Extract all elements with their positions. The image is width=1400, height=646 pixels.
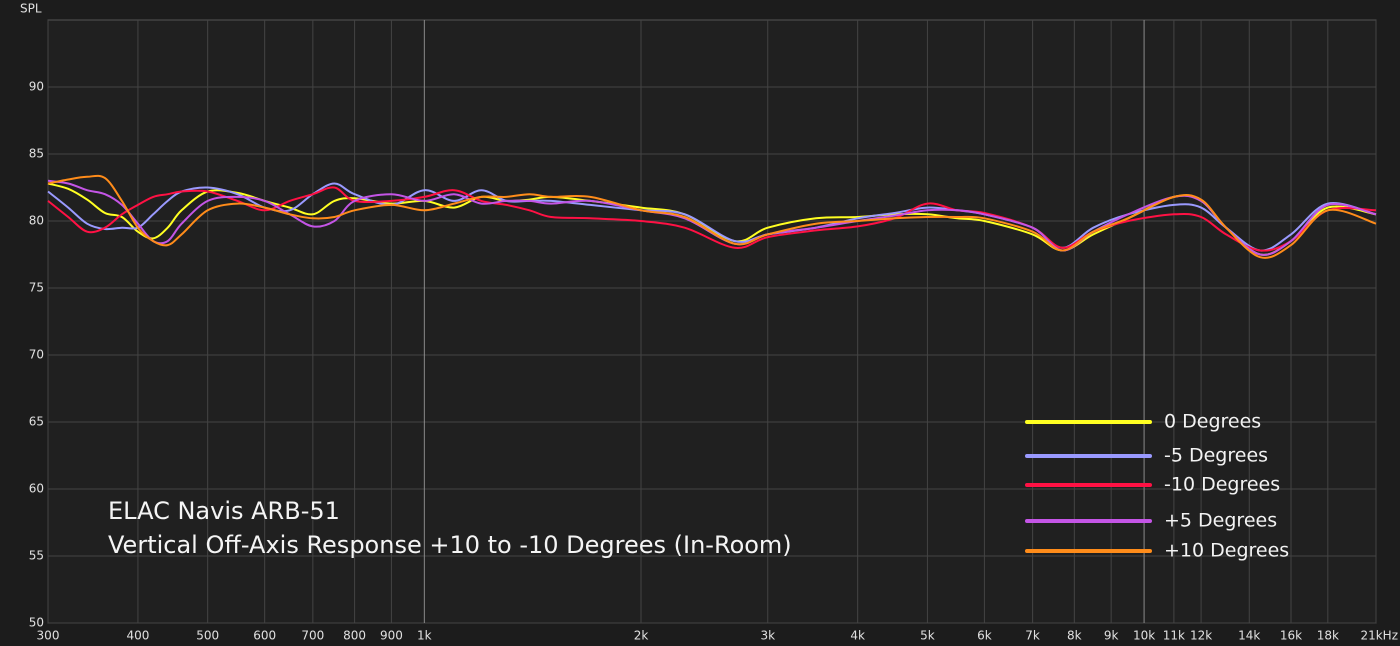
y-tick-label: 50: [29, 616, 44, 630]
x-tick-label: 11k: [1163, 629, 1185, 643]
y-tick-label: 90: [29, 80, 44, 94]
annotation: ELAC Navis ARB-51: [108, 497, 340, 525]
x-tick-label: 300: [37, 629, 60, 643]
x-tick-label: 6k: [977, 629, 992, 643]
x-tick-label: 700: [301, 629, 324, 643]
legend-label: 0 Degrees: [1164, 411, 1261, 433]
x-tick-label: 14k: [1238, 629, 1260, 643]
series-line: [47, 174, 1377, 259]
y-tick-label: 80: [29, 214, 44, 228]
y-tick-label: 70: [29, 348, 44, 362]
x-tick-label: 1k: [417, 629, 432, 643]
x-tick-label: 9k: [1104, 629, 1119, 643]
series-line: [47, 179, 1377, 256]
x-tick-label: 4k: [850, 629, 865, 643]
legend-label: +5 Degrees: [1164, 510, 1277, 532]
x-tick-label: 900: [380, 629, 403, 643]
x-tick-label: 16k: [1280, 629, 1302, 643]
series-line: [47, 186, 1377, 252]
x-tick-label: 600: [253, 629, 276, 643]
x-tick-label: 500: [196, 629, 219, 643]
series-line: [47, 182, 1377, 252]
y-tick-label: 60: [29, 482, 44, 496]
x-tick-label: 21kHz: [1360, 629, 1398, 643]
lines: [47, 174, 1377, 259]
legend-label: -5 Degrees: [1164, 445, 1268, 467]
grid: [47, 20, 1377, 624]
x-tick-label: 5k: [920, 629, 935, 643]
x-tick-label: 8k: [1067, 629, 1082, 643]
x-tick-label: 18k: [1317, 629, 1339, 643]
y-tick-label: 85: [29, 147, 44, 161]
x-tick-label: 7k: [1025, 629, 1040, 643]
x-tick-label: 400: [126, 629, 149, 643]
plot-area: [47, 19, 1377, 624]
x-tick-label: 10k: [1133, 629, 1155, 643]
labels: 50 55 60 65 70 75 80 85 90 300 400 500 600 700 800 900 1…: [29, 80, 1398, 643]
y-axis-label: SPL: [20, 2, 42, 16]
x-tick-label: 2k: [634, 629, 649, 643]
x-tick-label: 3k: [760, 629, 775, 643]
annotation: Vertical Off-Axis Response +10 to -10 De…: [108, 531, 792, 559]
legend-label: -10 Degrees: [1164, 474, 1280, 496]
x-tick-label: 12k: [1190, 629, 1212, 643]
legend-label: +10 Degrees: [1164, 540, 1289, 562]
y-tick-label: 55: [29, 549, 44, 563]
y-tick-label: 75: [29, 281, 44, 295]
x-tick-label: 800: [343, 629, 366, 643]
y-tick-label: 65: [29, 415, 44, 429]
